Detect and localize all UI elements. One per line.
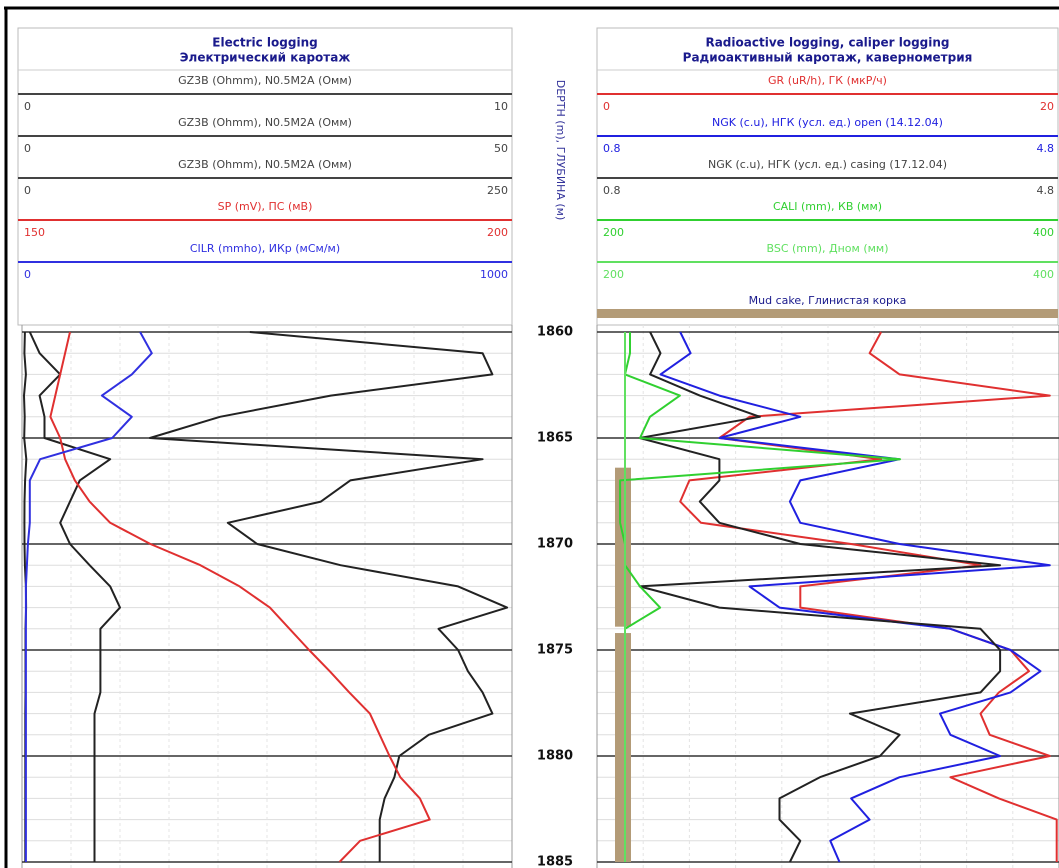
log-curve: [638, 331, 1002, 863]
series-name: NGK (c.u), НГК (усл. ед.) open (14.12.04…: [712, 116, 943, 129]
log-curve: [49, 331, 431, 863]
scale-min: 0: [24, 142, 31, 155]
y-tick-label: 1875: [537, 643, 573, 658]
log-curve: [28, 331, 121, 862]
series-name: GZ3B (Ohmm), N0.5M2A (Омм): [178, 116, 352, 129]
y-tick-label: 1885: [537, 855, 573, 868]
series-name: CILR (mmho), ИКр (мСм/м): [190, 242, 340, 255]
scale-max: 400: [1033, 226, 1054, 239]
series-name: BSC (mm), Дном (мм): [766, 242, 888, 255]
scale-max: 1000: [480, 268, 508, 281]
series-name: GZ3B (Ohmm), N0.5M2A (Омм): [178, 74, 352, 87]
mud-cake: [615, 467, 631, 627]
series-name: GZ3B (Ohmm), N0.5M2A (Омм): [178, 158, 352, 171]
fill-swatch: [597, 309, 1058, 318]
series-name: GR (uR/h), ГК (мкР/ч): [768, 74, 887, 87]
scale-max: 200: [487, 226, 508, 239]
scale-max: 4.8: [1037, 184, 1055, 197]
track-title: Radioactive logging, caliper logging: [705, 36, 949, 50]
track-title: Electric logging: [212, 36, 317, 50]
scale-max: 20: [1040, 100, 1054, 113]
mud-cake: [615, 633, 631, 862]
y-tick-label: 1865: [537, 431, 573, 446]
scale-min: 0: [24, 100, 31, 113]
scale-max: 4.8: [1037, 142, 1055, 155]
series-name: CALI (mm), КВ (мм): [773, 200, 882, 213]
scale-min: 0.8: [603, 142, 621, 155]
scale-min: 200: [603, 268, 624, 281]
curves: [23, 331, 509, 863]
header-panel: [596, 27, 1059, 326]
log-curve: [24, 331, 153, 862]
track-subtitle: Радиоактивный каротаж, кавернометрия: [683, 51, 973, 65]
series-name: SP (mV), ПС (мВ): [218, 200, 313, 213]
y-tick-label: 1880: [537, 749, 573, 764]
scale-min: 0: [24, 184, 31, 197]
scale-max: 400: [1033, 268, 1054, 281]
y-tick-label: 1860: [537, 325, 573, 340]
scale-max: 50: [494, 142, 508, 155]
scale-min: 0: [603, 100, 610, 113]
scale-min: 0: [24, 268, 31, 281]
y-tick-label: 1870: [537, 537, 573, 552]
header-panel: [17, 27, 513, 326]
series-name: NGK (c.u), НГК (усл. ед.) casing (17.12.…: [708, 158, 947, 171]
scale-min: 0.8: [603, 184, 621, 197]
scale-max: 250: [487, 184, 508, 197]
scale-min: 150: [24, 226, 45, 239]
scale-max: 10: [494, 100, 508, 113]
fill-name: Mud cake, Глинистая корка: [749, 294, 907, 307]
curves: [615, 331, 1058, 863]
log-curve: [148, 331, 509, 862]
log-curve: [659, 331, 1051, 863]
scale-min: 200: [603, 226, 624, 239]
depth-axis-label: DEPTH (m), ГЛУБИНА (м): [554, 80, 567, 220]
track-subtitle: Электрический каротаж: [180, 51, 351, 65]
